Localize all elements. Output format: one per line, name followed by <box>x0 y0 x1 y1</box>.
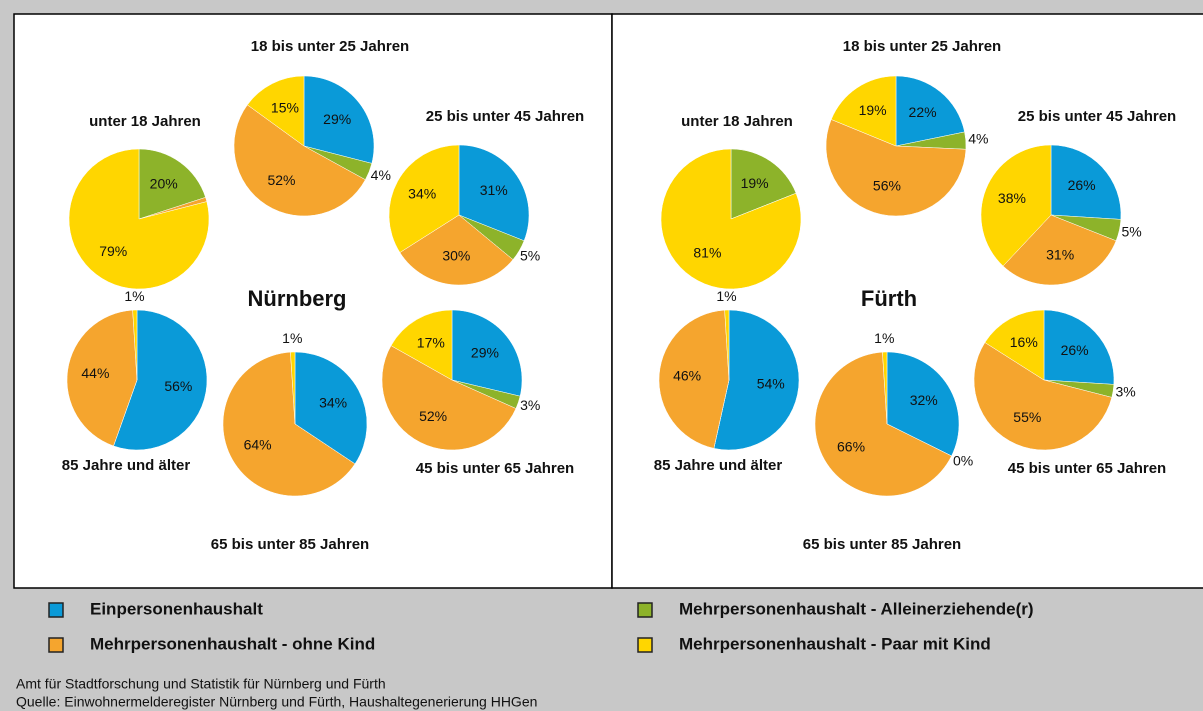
legend-label: Mehrpersonenhaushalt - Paar mit Kind <box>679 634 991 653</box>
pie-slice <box>303 75 375 164</box>
pie-slice <box>984 309 1045 381</box>
legend-swatch <box>48 602 64 618</box>
slice-label: 22% <box>909 104 937 120</box>
slice-label: 26% <box>1061 342 1089 358</box>
slice-label: 30% <box>442 248 470 264</box>
pie-slice <box>290 351 296 425</box>
pie-title: 65 bis unter 85 Jahren <box>211 536 369 553</box>
pie-title: 25 bis unter 45 Jahren <box>426 108 584 125</box>
pie-slice <box>68 148 210 290</box>
city-title: Fürth <box>861 286 917 311</box>
pie-title: 65 bis unter 85 Jahren <box>803 536 961 553</box>
pie-slice <box>724 309 730 381</box>
pie-title: 18 bis unter 25 Jahren <box>251 38 409 55</box>
slice-label: 56% <box>164 378 192 394</box>
pie-slice <box>1043 309 1115 385</box>
pie-slice <box>895 75 965 147</box>
pie-slice <box>233 104 366 217</box>
slice-label: 31% <box>480 182 508 198</box>
slice-label: 34% <box>408 185 436 201</box>
pie-slice <box>222 351 356 497</box>
footer-line: Quelle: Einwohnermelderegister Nürnberg … <box>16 694 537 710</box>
pie-slice <box>886 351 960 457</box>
pie-title: 45 bis unter 65 Jahren <box>1008 460 1166 477</box>
slice-label: 64% <box>244 436 272 452</box>
slice-label: 3% <box>1115 384 1135 400</box>
pie-title: 25 bis unter 45 Jahren <box>1018 108 1176 125</box>
slice-label: 38% <box>998 190 1026 206</box>
pie-slice <box>381 345 517 451</box>
legend-swatch <box>48 637 64 653</box>
slice-label: 4% <box>371 167 391 183</box>
pie-slice <box>458 144 530 242</box>
slice-label: 79% <box>99 243 127 259</box>
pie-slice <box>451 309 523 397</box>
slice-label: 4% <box>968 130 988 146</box>
slice-label: 16% <box>1010 334 1038 350</box>
pie-slice <box>973 342 1113 451</box>
pie-title: unter 18 Jahren <box>681 113 793 130</box>
pie-title: 45 bis unter 65 Jahren <box>416 460 574 477</box>
pie-slice <box>388 144 460 253</box>
pie-slice <box>730 148 797 220</box>
slice-label: 44% <box>81 365 109 381</box>
slice-label: 15% <box>271 99 299 115</box>
slice-label: 54% <box>757 375 785 391</box>
slice-label: 32% <box>910 392 938 408</box>
slice-label: 34% <box>319 394 347 410</box>
slice-label: 81% <box>693 244 721 260</box>
pie-slice <box>980 144 1052 267</box>
city-title: Nürnberg <box>248 286 347 311</box>
legend-label: Einpersonenhaushalt <box>90 599 263 618</box>
slice-label: 20% <box>150 176 178 192</box>
legend-label: Mehrpersonenhaushalt - Alleinerziehende(… <box>679 599 1034 618</box>
footer-line: Amt für Stadtforschung und Statistik für… <box>16 676 386 692</box>
slice-label: 52% <box>419 408 447 424</box>
slice-label: 46% <box>673 367 701 383</box>
slice-label: 5% <box>1121 224 1141 240</box>
legend-swatch <box>637 602 653 618</box>
slice-label: 17% <box>417 334 445 350</box>
slice-label: 1% <box>124 288 144 304</box>
slice-label: 19% <box>741 175 769 191</box>
pie-slice <box>132 309 138 381</box>
pie-slice <box>1002 214 1117 286</box>
slice-label: 1% <box>874 330 894 346</box>
slice-label: 52% <box>267 172 295 188</box>
pie-title: 18 bis unter 25 Jahren <box>843 38 1001 55</box>
pie-slice <box>247 75 305 147</box>
slice-label: 29% <box>323 111 351 127</box>
pie-slice <box>1050 144 1122 220</box>
pie-slice <box>825 119 967 217</box>
pie-slice <box>658 309 730 449</box>
slice-label: 19% <box>859 102 887 118</box>
pie-title: 85 Jahre und älter <box>654 457 783 474</box>
slice-label: 56% <box>873 178 901 194</box>
pie-slice <box>138 148 206 220</box>
pie-slice <box>660 148 802 290</box>
legend-swatch <box>637 637 653 653</box>
pie-title: 85 Jahre und älter <box>62 457 191 474</box>
pie-slice <box>399 214 514 286</box>
slice-label: 3% <box>520 397 540 413</box>
pie-slice <box>66 309 138 447</box>
pie-slice <box>390 309 453 381</box>
slice-label: 1% <box>716 288 736 304</box>
slice-label: 55% <box>1013 409 1041 425</box>
slice-label: 5% <box>520 248 540 264</box>
slice-label: 29% <box>471 345 499 361</box>
slice-label: 66% <box>837 439 865 455</box>
pie-title: unter 18 Jahren <box>89 113 201 130</box>
slice-label: 1% <box>282 330 302 346</box>
slice-label: 26% <box>1068 177 1096 193</box>
legend-label: Mehrpersonenhaushalt - ohne Kind <box>90 634 375 653</box>
pie-slice <box>713 309 800 451</box>
pie-slice <box>113 309 208 451</box>
slice-label: 31% <box>1046 247 1074 263</box>
pie-slice <box>830 75 897 147</box>
slice-label: 0% <box>953 452 973 468</box>
pie-slice <box>882 351 888 425</box>
pie-slice <box>814 351 952 497</box>
